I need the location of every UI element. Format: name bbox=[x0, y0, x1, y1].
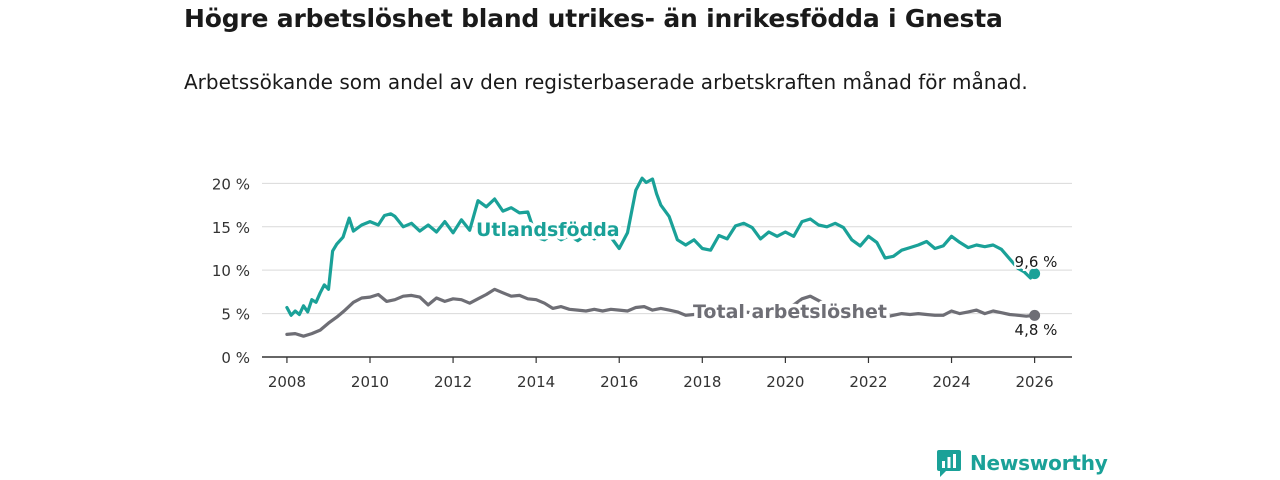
newsworthy-logo: Newsworthy bbox=[936, 448, 1108, 478]
end-label-total: 4,8 % bbox=[1015, 321, 1058, 339]
x-tick-label: 2008 bbox=[268, 373, 306, 391]
x-tick-label: 2026 bbox=[1016, 373, 1054, 391]
series-line-total bbox=[285, 287, 1037, 338]
y-tick-label: 20 % bbox=[212, 175, 250, 193]
series-line-utlandsfodda bbox=[285, 176, 1037, 317]
x-tick-label: 2018 bbox=[683, 373, 721, 391]
series-label-total: Total arbetslöshet bbox=[693, 301, 887, 323]
x-tick-label: 2010 bbox=[351, 373, 389, 391]
end-point-utlandsfodda bbox=[1029, 268, 1041, 280]
series-label-utlandsfodda: Utlandsfödda bbox=[476, 219, 620, 241]
y-tick-label: 0 % bbox=[221, 349, 250, 367]
bar-chart-icon bbox=[937, 450, 961, 477]
y-tick-label: 15 % bbox=[212, 219, 250, 237]
y-tick-label: 5 % bbox=[221, 306, 250, 324]
x-tick-label: 2014 bbox=[517, 373, 555, 391]
x-tick-label: 2012 bbox=[434, 373, 472, 391]
x-tick-label: 2016 bbox=[600, 373, 638, 391]
brand-name: Newsworthy bbox=[970, 451, 1108, 475]
chart-subtitle: Arbetssökande som andel av den registerb… bbox=[184, 70, 1028, 94]
end-point-total bbox=[1029, 309, 1041, 321]
y-tick-label: 10 % bbox=[212, 262, 250, 280]
x-tick-label: 2024 bbox=[932, 373, 970, 391]
x-tick-label: 2020 bbox=[766, 373, 804, 391]
chart-title: Högre arbetslöshet bland utrikes- än inr… bbox=[184, 4, 1003, 33]
end-label-utlandsfodda: 9,6 % bbox=[1015, 253, 1058, 271]
x-tick-label: 2022 bbox=[849, 373, 887, 391]
